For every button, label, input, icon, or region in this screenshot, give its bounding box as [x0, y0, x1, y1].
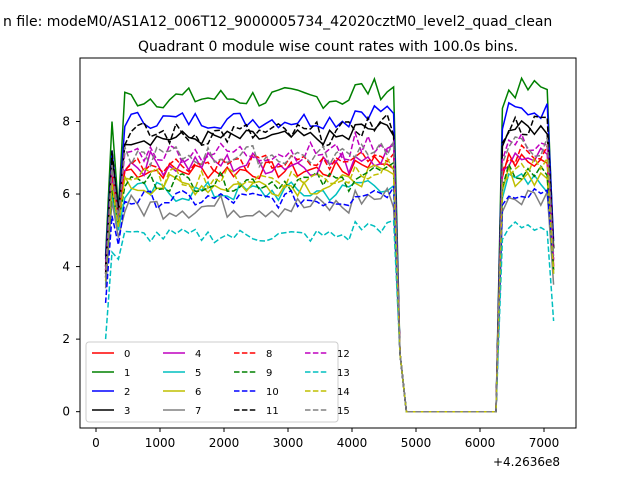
axes-frame — [79, 57, 577, 429]
x-tick-label: 7000 — [529, 436, 560, 450]
legend-label-14: 14 — [337, 387, 350, 398]
y-tick-label: 0 — [62, 405, 70, 419]
legend-label-8: 8 — [266, 349, 272, 360]
legend-label-1: 1 — [124, 368, 130, 379]
x-tick-label: 6000 — [465, 436, 496, 450]
figure-suptitle: n file: modeM0/AS1A12_006T12_9000005734_… — [3, 14, 552, 30]
x-tick-label: 4000 — [337, 436, 368, 450]
y-tick-label: 6 — [62, 187, 70, 201]
legend-label-0: 0 — [124, 349, 130, 360]
legend-label-7: 7 — [195, 406, 201, 417]
legend-label-9: 9 — [266, 368, 272, 379]
legend-label-4: 4 — [195, 349, 201, 360]
legend-label-15: 15 — [337, 406, 350, 417]
x-tick-label: 1000 — [145, 436, 176, 450]
plot-area — [104, 76, 555, 413]
x-tick-label: 2000 — [209, 436, 240, 450]
legend-label-10: 10 — [266, 387, 279, 398]
series-line-10 — [104, 184, 555, 413]
legend-label-5: 5 — [195, 368, 201, 379]
x-tick-label: 5000 — [401, 436, 432, 450]
legend-box — [85, 341, 339, 423]
legend-label-13: 13 — [337, 368, 350, 379]
y-tick-label: 4 — [62, 260, 70, 274]
legend-label-11: 11 — [266, 406, 279, 417]
legend-label-3: 3 — [124, 406, 130, 417]
series-line-11 — [104, 113, 555, 413]
y-tick-label: 2 — [62, 332, 70, 346]
y-axis: 0 2 4 6 8 — [62, 114, 80, 419]
series-line-15 — [104, 136, 555, 413]
legend-label-12: 12 — [337, 349, 350, 360]
y-tick-label: 8 — [62, 114, 70, 128]
x-tick-label: 0 — [92, 436, 100, 450]
x-offset-label: +4.2636e8 — [493, 455, 560, 469]
x-tick-label: 3000 — [273, 436, 304, 450]
legend-label-6: 6 — [195, 387, 201, 398]
x-axis: 0 1000 2000 3000 4000 5000 6000 7000 — [92, 428, 559, 450]
chart-title: Quadrant 0 module wise count rates with … — [138, 39, 518, 55]
legend-label-2: 2 — [124, 387, 130, 398]
